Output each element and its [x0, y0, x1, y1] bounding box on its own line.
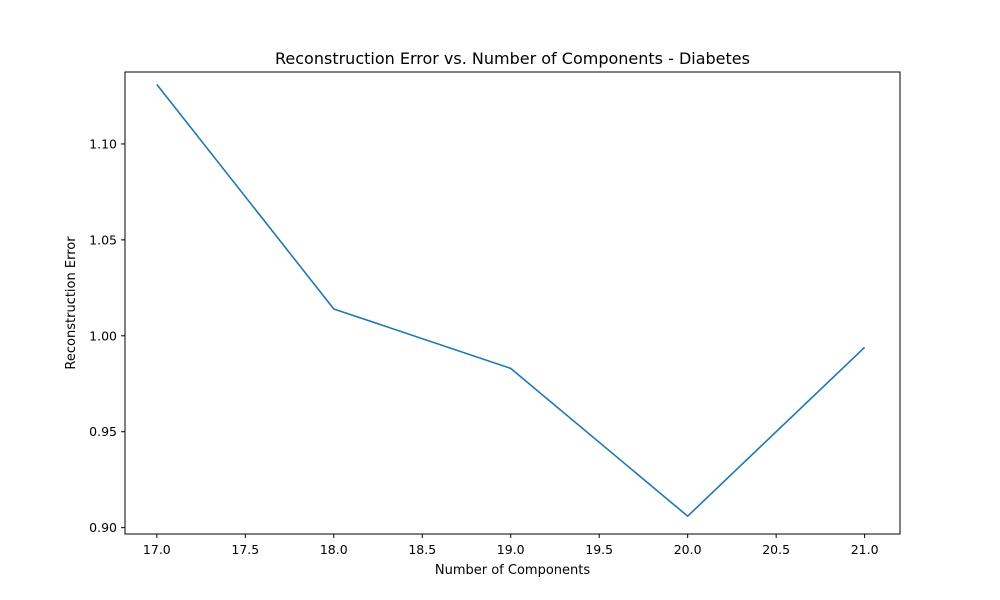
x-tick-label: 19.5 — [585, 542, 613, 557]
x-tick-label: 20.0 — [674, 542, 702, 557]
chart-title: Reconstruction Error vs. Number of Compo… — [275, 49, 750, 68]
y-tick-label: 1.10 — [89, 136, 117, 151]
x-axis: 17.0 17.5 18.0 18.5 19.0 19.5 20.0 20.5 21.0 — [143, 534, 879, 557]
x-tick-label: 17.0 — [143, 542, 171, 557]
x-tick-label: 20.5 — [762, 542, 790, 557]
plot-area — [124, 71, 901, 535]
y-tick-label: 0.90 — [89, 520, 117, 535]
y-axis: 0.90 0.95 1.00 1.05 1.10 — [89, 136, 125, 535]
y-tick-label: 0.95 — [89, 424, 117, 439]
series-line-0 — [156, 83, 866, 517]
plot-frame — [124, 71, 901, 535]
x-tick-label: 21.0 — [851, 542, 879, 557]
x-tick-label: 18.0 — [320, 542, 348, 557]
y-axis-label: Reconstruction Error — [64, 236, 79, 370]
x-tick-label: 17.5 — [231, 542, 259, 557]
y-tick-label: 1.05 — [89, 232, 117, 247]
x-tick-label: 19.0 — [497, 542, 525, 557]
y-tick-label: 1.00 — [89, 328, 117, 343]
x-tick-label: 18.5 — [408, 542, 436, 557]
x-axis-label: Number of Components — [435, 563, 590, 578]
